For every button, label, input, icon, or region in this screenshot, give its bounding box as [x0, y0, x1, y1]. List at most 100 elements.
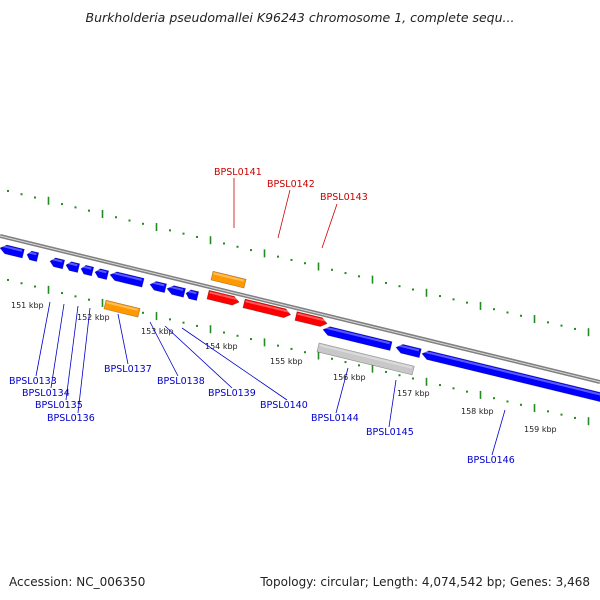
gene-label: BPSL0145 — [366, 427, 414, 438]
highlighted-gene-shape — [294, 311, 328, 327]
minor-tick — [128, 219, 131, 222]
minor-tick — [196, 235, 198, 238]
scale-label: 154 kbp — [205, 342, 238, 351]
minor-tick — [182, 232, 185, 235]
minor-tick — [20, 282, 23, 285]
minor-tick — [290, 258, 293, 261]
leader-line — [388, 379, 397, 428]
scale-labels: 151 kbp 152 kbp 153 kbp 154 kbp 155 kbp 156 k… — [11, 301, 557, 434]
minor-tick — [236, 245, 239, 248]
gene-arrow — [166, 285, 186, 298]
leader-line — [181, 327, 288, 401]
minor-tick — [452, 387, 455, 390]
minor-tick — [182, 321, 185, 324]
gene-arrow — [109, 271, 145, 288]
minor-tick — [169, 318, 171, 321]
rna-gene-highlight — [106, 301, 138, 311]
scale-label: 159 kbp — [524, 425, 557, 434]
gene-arrow-highlight — [168, 285, 184, 291]
minor-tick — [290, 347, 293, 350]
gene-arrow-highlight — [1, 244, 23, 252]
gene-arrow-shape — [94, 268, 110, 280]
minor-tick — [358, 364, 360, 367]
leader-line — [77, 307, 91, 414]
minor-tick — [506, 400, 509, 403]
minor-tick — [142, 311, 144, 314]
gene-arrow — [322, 326, 393, 351]
minor-tick — [439, 384, 441, 387]
leader-line — [50, 303, 65, 389]
minor-tick — [574, 416, 576, 419]
minor-tick — [506, 311, 509, 314]
minor-tick — [439, 295, 441, 298]
minor-tick — [358, 275, 360, 278]
gene-arrow-shape — [421, 350, 600, 403]
gene-arrow-highlight — [397, 344, 420, 352]
gene-arrow-shape — [185, 289, 200, 301]
rna-gene-shape — [210, 270, 247, 289]
pseudo-gene — [316, 342, 415, 376]
upper-tick-track — [7, 189, 590, 337]
gene-label: BPSL0141 — [214, 167, 262, 178]
gene-arrow — [65, 261, 81, 273]
gene-arrow-highlight — [423, 350, 600, 396]
minor-tick — [74, 206, 77, 209]
rna-gene-shape — [103, 299, 141, 318]
gene-arrow-highlight — [67, 261, 78, 267]
minor-tick — [236, 334, 239, 337]
highlighted-gene — [242, 298, 292, 318]
gene-arrow — [421, 350, 600, 403]
minor-tick — [304, 262, 306, 265]
gene-label: BPSL0146 — [467, 455, 515, 466]
genome-summary-text: Topology: circular; Length: 4,074,542 bp… — [260, 575, 590, 589]
minor-tick — [398, 285, 401, 288]
gene-arrow-shape — [0, 244, 25, 259]
minor-tick — [520, 314, 522, 317]
gene-arrow-shape — [26, 250, 40, 262]
highlighted-gene — [294, 311, 328, 327]
gene-label: BPSL0142 — [267, 179, 315, 190]
minor-tick — [7, 189, 9, 192]
minor-tick — [560, 324, 563, 327]
gene-arrow-highlight — [187, 290, 197, 295]
minor-tick — [142, 222, 144, 225]
gene-label: BPSL0133 — [9, 376, 57, 387]
minor-tick — [466, 390, 468, 393]
minor-tick — [34, 285, 36, 288]
gene-arrow-shape — [49, 257, 66, 270]
gene-label: BPSL0134 — [22, 388, 70, 399]
gene-label: BPSL0137 — [104, 364, 152, 375]
minor-tick — [277, 344, 279, 347]
minor-tick — [493, 397, 495, 400]
minor-tick — [34, 196, 36, 199]
highlighted-gene — [206, 289, 240, 306]
minor-tick — [304, 351, 306, 354]
minor-tick — [61, 203, 63, 206]
minor-tick — [412, 288, 414, 291]
rna-gene-highlight — [213, 272, 244, 282]
gene-label: BPSL0136 — [47, 413, 95, 424]
gene-arrow — [149, 281, 167, 294]
highlighted-gene-shape — [206, 289, 240, 306]
gene-arrow-highlight — [82, 265, 92, 270]
gene-arrow — [395, 344, 422, 359]
minor-tick — [61, 292, 63, 295]
minor-tick — [250, 249, 252, 252]
rna-gene — [103, 299, 141, 318]
gene-features — [0, 244, 600, 403]
pseudo-gene-shape — [316, 342, 415, 376]
leader-line — [65, 305, 79, 401]
gene-label: BPSL0139 — [208, 388, 256, 399]
gene-arrow-shape — [65, 261, 81, 273]
minor-tick — [344, 272, 347, 275]
minor-tick — [88, 209, 90, 212]
leader-line — [277, 189, 291, 239]
scale-label: 158 kbp — [461, 407, 494, 416]
minor-tick — [20, 193, 23, 196]
gene-arrow-highlight — [96, 268, 107, 274]
gene-arrow-shape — [166, 285, 186, 298]
gene-arrow — [0, 244, 25, 259]
